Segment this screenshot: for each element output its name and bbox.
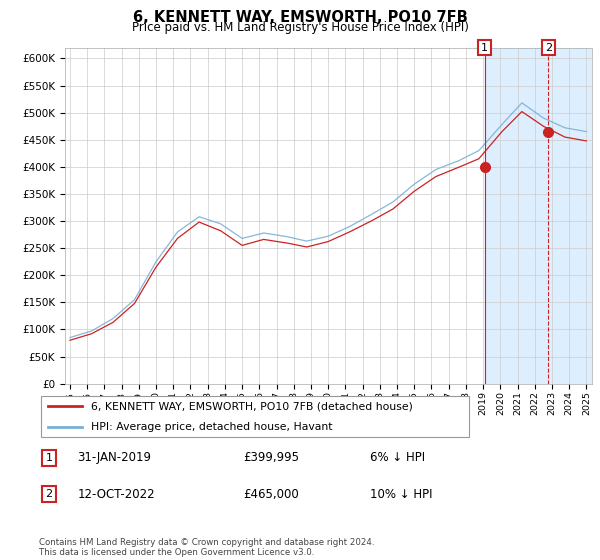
Text: Price paid vs. HM Land Registry's House Price Index (HPI): Price paid vs. HM Land Registry's House … <box>131 21 469 34</box>
Text: £465,000: £465,000 <box>243 488 299 501</box>
Text: 2: 2 <box>46 489 52 499</box>
Text: 2: 2 <box>545 43 552 53</box>
Text: HPI: Average price, detached house, Havant: HPI: Average price, detached house, Hava… <box>91 422 332 432</box>
Text: 6, KENNETT WAY, EMSWORTH, PO10 7FB (detached house): 6, KENNETT WAY, EMSWORTH, PO10 7FB (deta… <box>91 401 413 411</box>
Text: 1: 1 <box>481 43 488 53</box>
Text: £399,995: £399,995 <box>243 451 299 464</box>
Text: Contains HM Land Registry data © Crown copyright and database right 2024.
This d: Contains HM Land Registry data © Crown c… <box>39 538 374 557</box>
Text: 6% ↓ HPI: 6% ↓ HPI <box>370 451 425 464</box>
Text: 10% ↓ HPI: 10% ↓ HPI <box>370 488 433 501</box>
Text: 1: 1 <box>46 453 52 463</box>
Text: 31-JAN-2019: 31-JAN-2019 <box>77 451 152 464</box>
Text: 6, KENNETT WAY, EMSWORTH, PO10 7FB: 6, KENNETT WAY, EMSWORTH, PO10 7FB <box>133 10 467 25</box>
Bar <box>485 48 592 384</box>
Text: 12-OCT-2022: 12-OCT-2022 <box>77 488 155 501</box>
FancyBboxPatch shape <box>41 396 469 437</box>
